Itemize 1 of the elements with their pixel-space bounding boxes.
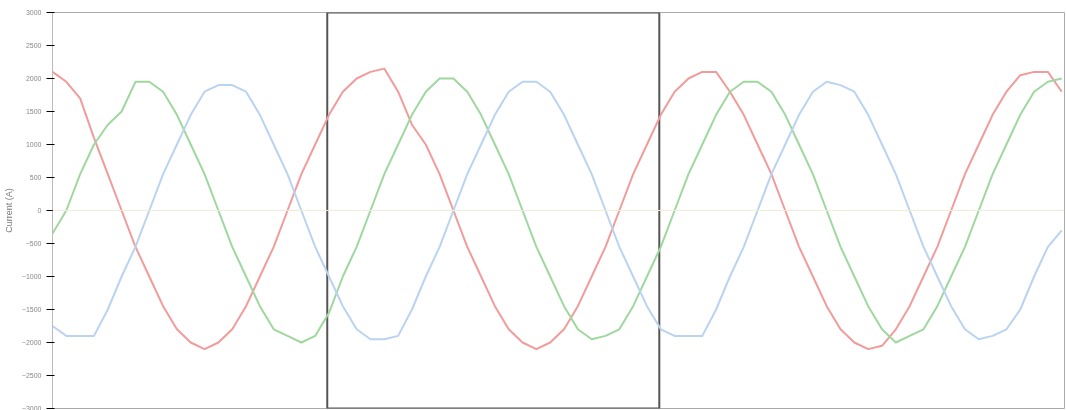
- y-axis-title: Current (A): [3, 188, 14, 233]
